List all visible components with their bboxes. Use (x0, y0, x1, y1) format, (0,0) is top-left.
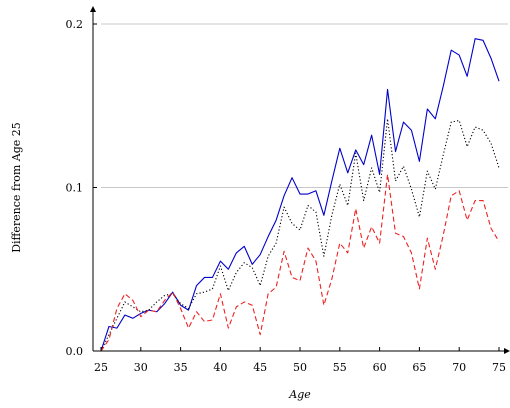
gridlines (101, 23, 508, 188)
x-tick-label-30: 30 (134, 361, 148, 374)
axes (90, 6, 510, 354)
x-tick-label-70: 70 (452, 361, 466, 374)
series-group (100, 38, 500, 352)
y-tick-label-0.0: 0.0 (66, 345, 84, 358)
x-tick-label-65: 65 (412, 361, 426, 374)
x-tick-label-55: 55 (333, 361, 347, 374)
x-tick-label-25: 25 (94, 361, 108, 374)
x-ticks: 25 30 35 40 45 50 55 60 65 70 75 (94, 347, 506, 374)
x-tick-label-35: 35 (174, 361, 188, 374)
x-tick-label-60: 60 (373, 361, 387, 374)
x-axis-title: Age (288, 388, 311, 401)
y-axis-title: Difference from Age 25 (10, 122, 23, 253)
y-tick-label-0.2: 0.2 (66, 18, 84, 31)
series-line-solid (100, 38, 500, 352)
x-tick-label-45: 45 (253, 361, 267, 374)
y-ticks: 0.0 0.1 0.2 (66, 18, 97, 358)
x-tick-label-75: 75 (492, 361, 506, 374)
series-line-dotted (100, 118, 500, 352)
x-tick-label-50: 50 (293, 361, 307, 374)
series-line-dashed (100, 173, 500, 352)
y-tick-label-0.1: 0.1 (66, 182, 84, 195)
x-tick-label-40: 40 (213, 361, 227, 374)
